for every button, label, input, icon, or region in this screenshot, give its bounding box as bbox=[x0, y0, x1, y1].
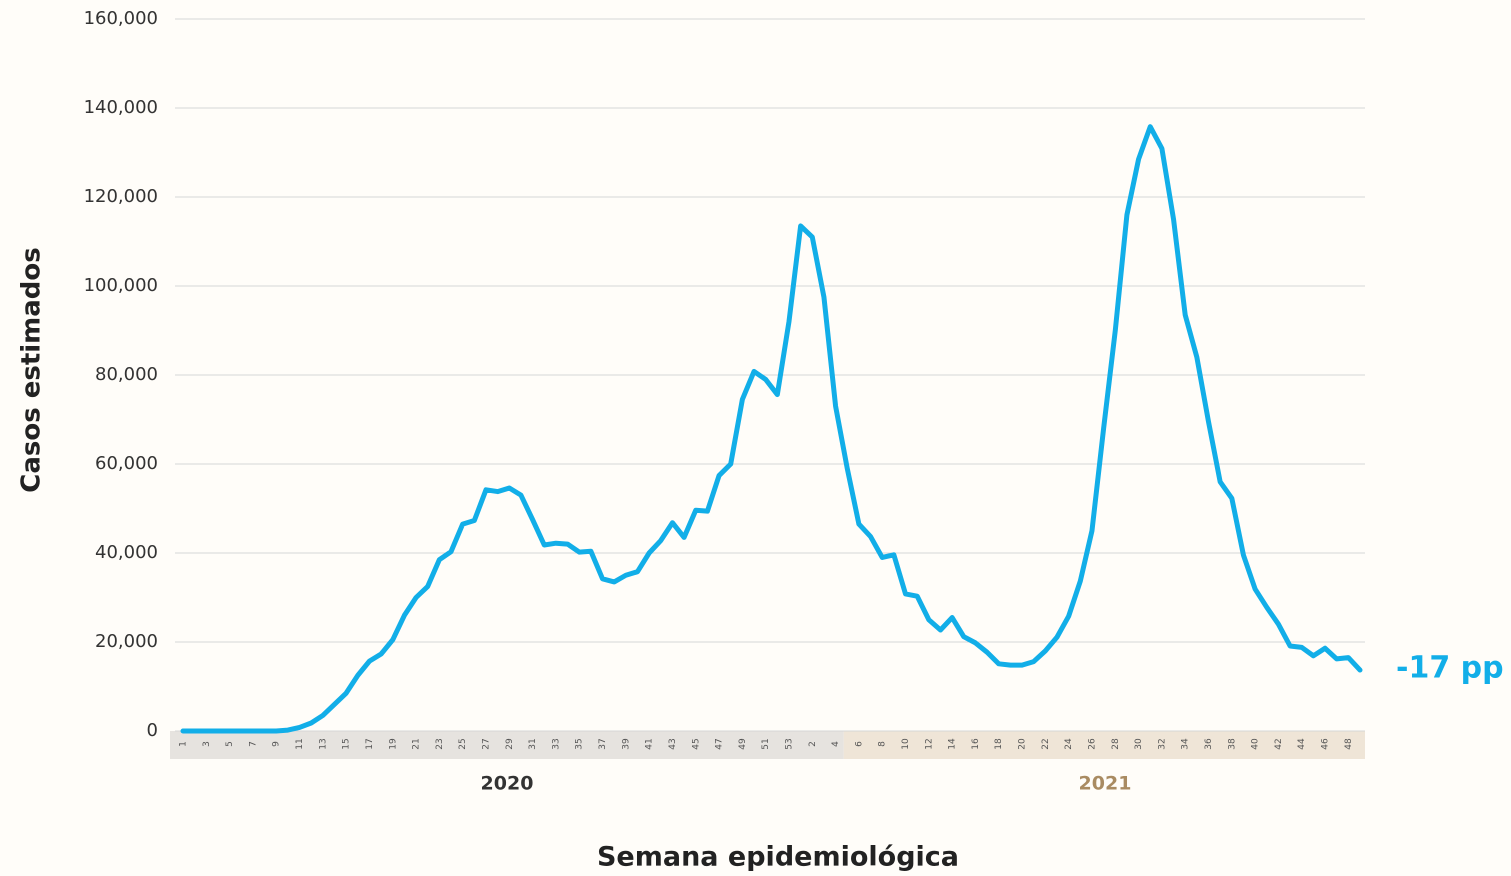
x-tick-label: 42 bbox=[1274, 738, 1284, 749]
y-tick-label: 120,000 bbox=[84, 186, 158, 207]
x-tick-label: 12 bbox=[924, 738, 934, 749]
y-tick-label: 140,000 bbox=[84, 97, 158, 118]
y-axis-title: Casos estimados bbox=[17, 247, 47, 493]
x-tick-label: 43 bbox=[668, 738, 678, 749]
x-tick-label: 16 bbox=[971, 738, 981, 750]
x-tick-label: 7 bbox=[248, 741, 258, 747]
x-tick-label: 32 bbox=[1157, 738, 1167, 749]
x-tick-label: 4 bbox=[831, 741, 841, 747]
x-tick-label: 31 bbox=[528, 738, 538, 749]
year-label: 2020 bbox=[481, 773, 534, 795]
x-tick-label: 44 bbox=[1297, 738, 1307, 750]
x-tick-label: 48 bbox=[1344, 738, 1354, 750]
x-tick-label: 27 bbox=[481, 738, 491, 749]
x-tick-label: 29 bbox=[505, 738, 515, 750]
x-tick-label: 53 bbox=[784, 738, 794, 749]
chart: Casos estimados Semana epidemiológica 20… bbox=[0, 0, 1511, 876]
x-tick-label: 38 bbox=[1227, 738, 1237, 750]
x-tick-label: 23 bbox=[435, 738, 445, 749]
year-band bbox=[844, 731, 1365, 759]
x-tick-label: 1 bbox=[179, 741, 189, 747]
x-tick-label: 49 bbox=[738, 738, 748, 750]
page: {"chart_data": { "type": "line", "y_labe… bbox=[0, 0, 1511, 876]
x-tick-label: 24 bbox=[1064, 738, 1074, 750]
y-tick-label: 80,000 bbox=[95, 364, 158, 385]
x-axis-title: Semana epidemiológica bbox=[597, 842, 959, 873]
x-tick-label: 47 bbox=[715, 738, 725, 749]
y-tick-label: 0 bbox=[147, 720, 158, 741]
x-tick-label: 26 bbox=[1087, 738, 1097, 750]
x-tick-label: 21 bbox=[412, 738, 422, 749]
x-tick-label: 14 bbox=[948, 738, 958, 750]
x-tick-label: 22 bbox=[1041, 738, 1051, 749]
x-tick-label: 2 bbox=[808, 741, 818, 747]
x-tick-label: 34 bbox=[1181, 738, 1191, 750]
x-tick-label: 11 bbox=[295, 738, 305, 749]
x-tick-label: 15 bbox=[342, 738, 352, 749]
x-tick-label: 6 bbox=[854, 741, 864, 747]
x-tick-label: 5 bbox=[225, 741, 235, 747]
x-tick-label: 45 bbox=[691, 738, 701, 749]
x-tick-label: 18 bbox=[994, 738, 1004, 750]
x-tick-label: 30 bbox=[1134, 738, 1144, 750]
year-label: 2021 bbox=[1079, 773, 1132, 795]
x-tick-label: 37 bbox=[598, 738, 608, 749]
x-tick-label: 36 bbox=[1204, 738, 1214, 750]
x-tick-label: 28 bbox=[1111, 738, 1121, 750]
x-tick-label: 3 bbox=[202, 741, 212, 747]
x-tick-label: 25 bbox=[458, 738, 468, 749]
x-tick-label: 19 bbox=[388, 738, 398, 750]
x-tick-label: 13 bbox=[318, 738, 328, 749]
y-tick-label: 20,000 bbox=[95, 631, 158, 652]
x-tick-label: 33 bbox=[551, 738, 561, 749]
data-line bbox=[183, 127, 1360, 731]
x-tick-label: 20 bbox=[1018, 738, 1028, 750]
annotation: -17 pp bbox=[1396, 651, 1504, 686]
x-tick-label: 51 bbox=[761, 738, 771, 749]
x-tick-label: 8 bbox=[878, 741, 888, 747]
x-tick-label: 9 bbox=[272, 741, 282, 747]
x-tick-label: 10 bbox=[901, 738, 911, 750]
y-tick-label: 100,000 bbox=[84, 275, 158, 296]
x-tick-label: 17 bbox=[365, 738, 375, 749]
y-tick-label: 60,000 bbox=[95, 453, 158, 474]
y-tick-label: 160,000 bbox=[84, 8, 158, 29]
y-tick-label: 40,000 bbox=[95, 542, 158, 563]
x-tick-label: 46 bbox=[1321, 738, 1331, 750]
x-tick-label: 35 bbox=[575, 738, 585, 749]
x-tick-label: 40 bbox=[1251, 738, 1261, 750]
x-tick-label: 41 bbox=[645, 738, 655, 749]
x-tick-label: 39 bbox=[621, 738, 631, 750]
